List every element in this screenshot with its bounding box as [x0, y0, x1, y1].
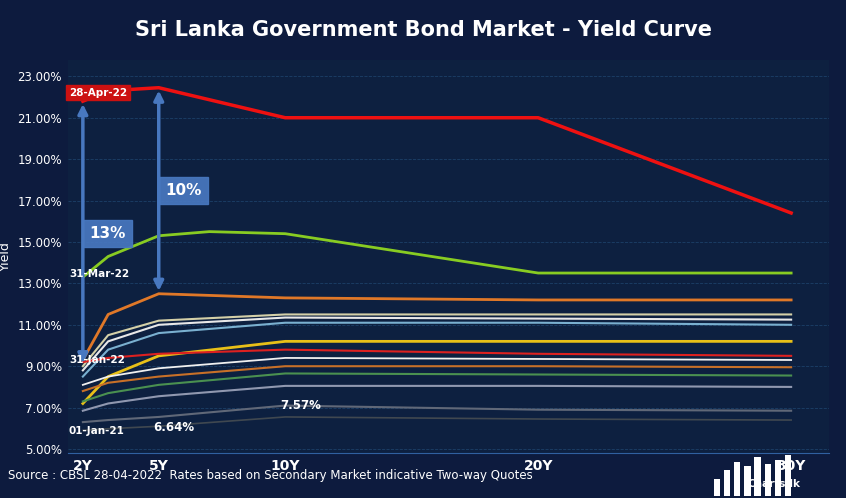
Text: 13%: 13%	[89, 226, 125, 241]
Text: Charts.lk: Charts.lk	[748, 479, 800, 489]
Text: Source : CBSL 28-04-2022  Rates based on Secondary Market indicative Two-way Quo: Source : CBSL 28-04-2022 Rates based on …	[8, 469, 533, 482]
Bar	[765, 464, 771, 496]
Y-axis label: Yield: Yield	[0, 242, 12, 271]
Text: 6.64%: 6.64%	[154, 421, 195, 434]
Text: Sri Lanka Government Bond Market - Yield Curve: Sri Lanka Government Bond Market - Yield…	[135, 20, 711, 40]
Bar	[744, 466, 750, 496]
Bar	[724, 470, 730, 496]
Text: 28-Apr-22: 28-Apr-22	[69, 88, 127, 98]
Text: 10%: 10%	[165, 183, 201, 198]
Text: 01-Jan-21: 01-Jan-21	[69, 426, 125, 436]
Text: 31-Jan-22: 31-Jan-22	[69, 355, 125, 365]
Bar	[755, 457, 761, 496]
Bar	[785, 455, 791, 496]
Bar	[734, 462, 740, 496]
Bar	[775, 460, 781, 496]
Bar	[714, 479, 720, 496]
Text: 7.57%: 7.57%	[280, 399, 321, 412]
Text: 31-Mar-22: 31-Mar-22	[69, 269, 129, 279]
